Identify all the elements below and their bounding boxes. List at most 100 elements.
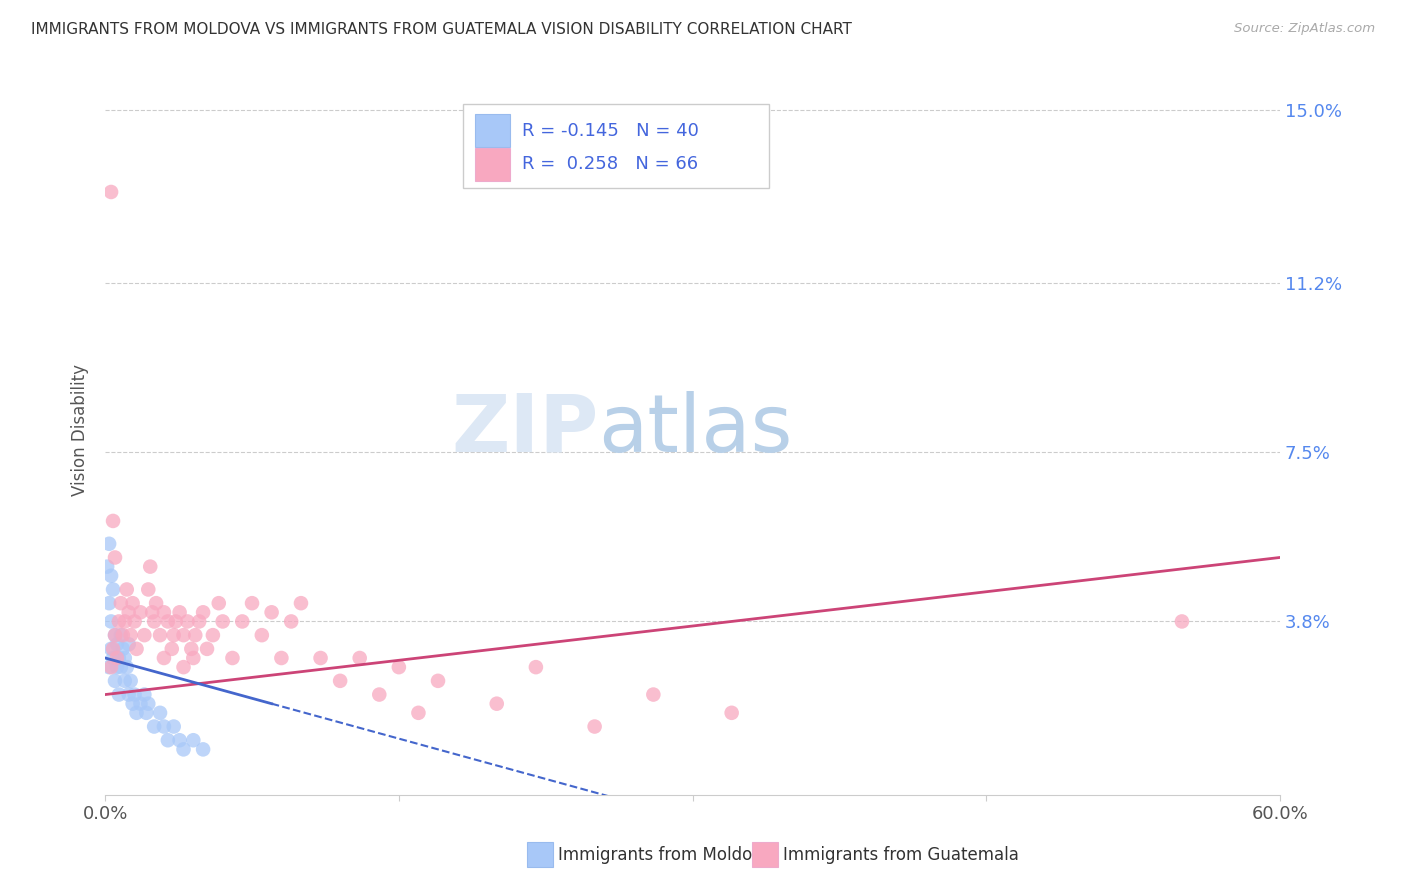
Bar	[475, 114, 510, 146]
Point	[98, 596, 121, 610]
Point	[176, 615, 198, 629]
Point	[329, 673, 352, 688]
Point	[115, 660, 138, 674]
Point	[643, 688, 665, 702]
Point	[173, 628, 195, 642]
Point	[101, 582, 124, 597]
Point	[290, 596, 312, 610]
Point	[114, 651, 136, 665]
Point	[101, 641, 124, 656]
Text: ZIP: ZIP	[451, 391, 599, 468]
Point	[129, 697, 152, 711]
Point	[184, 628, 207, 642]
Point	[169, 733, 191, 747]
Point	[153, 605, 176, 619]
Point	[110, 660, 132, 674]
Point	[231, 615, 253, 629]
Bar	[475, 148, 510, 181]
Point	[121, 697, 143, 711]
Point	[139, 559, 162, 574]
Point	[165, 615, 187, 629]
Point	[368, 688, 391, 702]
Point	[108, 688, 131, 702]
Point	[149, 706, 172, 720]
Point	[181, 733, 204, 747]
Point	[524, 660, 547, 674]
Point	[134, 688, 156, 702]
Point	[163, 628, 186, 642]
Text: Immigrants from Moldova: Immigrants from Moldova	[558, 846, 772, 863]
Point	[141, 605, 163, 619]
Point	[160, 641, 183, 656]
Point	[129, 605, 152, 619]
Point	[104, 628, 127, 642]
Text: Immigrants from Guatemala: Immigrants from Guatemala	[783, 846, 1019, 863]
Point	[121, 596, 143, 610]
Point	[110, 596, 132, 610]
Point	[240, 596, 263, 610]
Point	[105, 637, 128, 651]
Point	[120, 673, 142, 688]
Point	[143, 719, 166, 733]
Point	[115, 582, 138, 597]
Point	[111, 641, 134, 656]
Text: R = -0.145   N = 40: R = -0.145 N = 40	[522, 121, 699, 139]
Text: IMMIGRANTS FROM MOLDOVA VS IMMIGRANTS FROM GUATEMALA VISION DISABILITY CORRELATI: IMMIGRANTS FROM MOLDOVA VS IMMIGRANTS FR…	[31, 22, 852, 37]
Point	[108, 615, 131, 629]
Text: atlas: atlas	[599, 391, 793, 468]
Point	[111, 628, 134, 642]
Point	[125, 641, 148, 656]
Point	[149, 628, 172, 642]
Point	[427, 673, 450, 688]
Point	[100, 641, 122, 656]
Point	[108, 651, 131, 665]
Point	[110, 628, 132, 642]
Point	[408, 706, 430, 720]
Point	[120, 628, 142, 642]
Point	[124, 688, 146, 702]
FancyBboxPatch shape	[464, 104, 769, 188]
Point	[485, 697, 508, 711]
Point	[104, 628, 127, 642]
Point	[153, 719, 176, 733]
Point	[98, 660, 121, 674]
Point	[153, 651, 176, 665]
Point	[270, 651, 292, 665]
Point	[105, 660, 128, 674]
Point	[211, 615, 233, 629]
Point	[104, 550, 127, 565]
Point	[100, 615, 122, 629]
Point	[173, 742, 195, 756]
Point	[118, 637, 141, 651]
Point	[221, 651, 243, 665]
Text: R =  0.258   N = 66: R = 0.258 N = 66	[522, 155, 699, 173]
Point	[156, 615, 179, 629]
Point	[118, 605, 141, 619]
Point	[104, 673, 127, 688]
Point	[181, 651, 204, 665]
Point	[118, 688, 141, 702]
Point	[105, 651, 128, 665]
Point	[180, 641, 202, 656]
Point	[100, 568, 122, 582]
Point	[101, 514, 124, 528]
Point	[163, 719, 186, 733]
Point	[143, 615, 166, 629]
Point	[583, 719, 606, 733]
Point	[208, 596, 231, 610]
Point	[100, 660, 122, 674]
Point	[156, 733, 179, 747]
Point	[309, 651, 332, 665]
Point	[136, 697, 159, 711]
Point	[280, 615, 302, 629]
Point	[173, 660, 195, 674]
Point	[250, 628, 273, 642]
Point	[101, 651, 124, 665]
Text: Source: ZipAtlas.com: Source: ZipAtlas.com	[1234, 22, 1375, 36]
Point	[125, 706, 148, 720]
Point	[134, 628, 156, 642]
Point	[388, 660, 411, 674]
Point	[195, 641, 218, 656]
Point	[260, 605, 283, 619]
Point	[1171, 615, 1194, 629]
